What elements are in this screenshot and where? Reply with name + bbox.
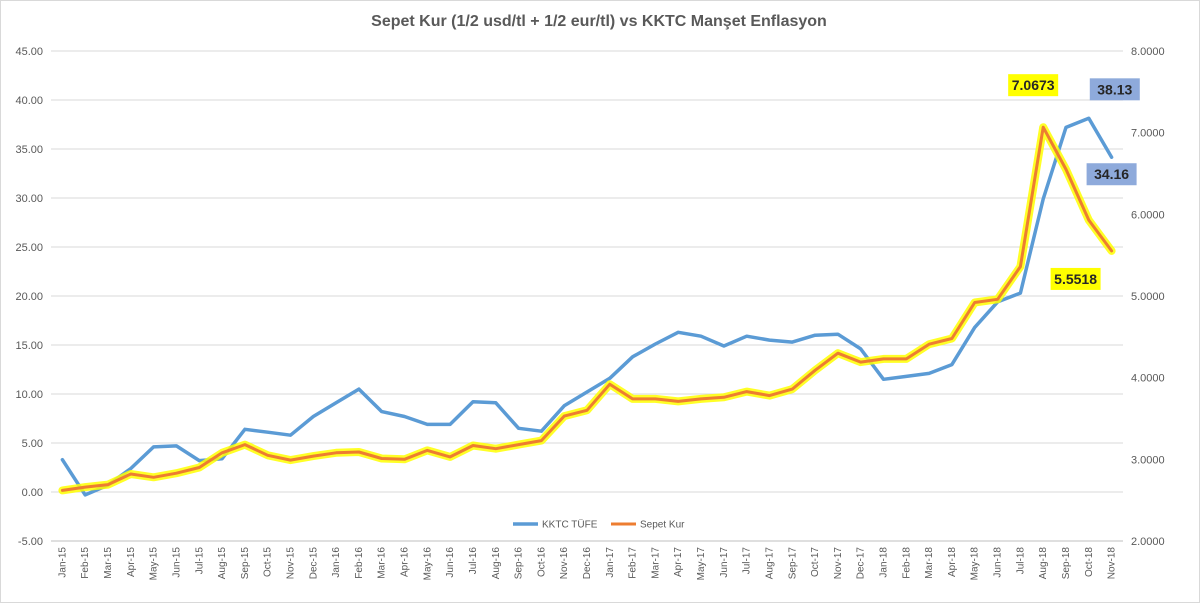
data-label-box	[1086, 163, 1137, 186]
x-tick-label: Jun-16	[445, 547, 456, 578]
legend-label-sepet-kur: Sepet Kur	[640, 520, 685, 531]
x-tick-label: Jul-15	[194, 547, 205, 575]
y-right-tick-label: 3.0000	[1131, 454, 1165, 466]
x-tick-label: Nov-18	[1107, 547, 1118, 580]
x-tick-label: Jul-18	[1015, 547, 1026, 575]
x-tick-label: Dec-16	[582, 547, 593, 580]
y-left-tick-label: 0.00	[22, 487, 43, 499]
y-right-tick-label: 8.0000	[1131, 46, 1165, 58]
x-tick-label: Aug-16	[491, 547, 502, 580]
x-tick-label: Apr-16	[400, 547, 411, 577]
x-tick-label: Apr-15	[126, 547, 137, 577]
x-tick-label: Sep-15	[240, 547, 251, 580]
x-tick-label: Nov-16	[559, 547, 570, 580]
series-layer	[58, 116, 1116, 497]
y-left-tick-label: 5.00	[22, 438, 43, 450]
data-label: 38.13	[1097, 81, 1132, 97]
x-tick-label: Sep-17	[787, 547, 798, 580]
legend-label-kktc-tufe: KKTC TÜFE	[542, 519, 598, 531]
y-left-tick-label: 30.00	[15, 193, 43, 205]
x-tick-label: Jun-18	[993, 547, 1004, 578]
legend: KKTC TÜFE Sepet Kur	[513, 519, 685, 531]
x-tick-label: Sep-18	[1061, 547, 1072, 580]
x-tick-label: Oct-17	[810, 547, 821, 577]
x-tick-label: Nov-17	[833, 547, 844, 580]
x-tick-label: Dec-15	[308, 547, 319, 580]
x-tick-label: Feb-17	[628, 547, 639, 579]
data-label-box	[1008, 74, 1059, 97]
y-right-tick-label: 6.0000	[1131, 209, 1165, 221]
grid-lines	[51, 50, 1123, 542]
x-tick-label: Aug-18	[1038, 547, 1049, 580]
x-tick-label: Feb-15	[80, 547, 91, 579]
x-tick-label: Apr-17	[673, 547, 684, 577]
x-tick-label: Dec-17	[856, 547, 867, 580]
y-left-tick-label: -5.00	[18, 536, 43, 548]
x-tick-label: Aug-15	[217, 547, 228, 580]
data-label-box	[1089, 78, 1140, 101]
x-tick-label: Mar-18	[924, 547, 935, 579]
x-tick-label: May-15	[149, 547, 160, 581]
x-tick-label: Jan-16	[331, 547, 342, 578]
y-left-tick-label: 25.00	[15, 242, 43, 254]
x-tick-label: Jul-16	[468, 547, 479, 575]
x-tick-label: Oct-15	[263, 547, 274, 577]
data-label: 7.0673	[1012, 77, 1055, 93]
x-tick-label: Mar-15	[103, 547, 114, 579]
data-label-box	[1050, 267, 1101, 290]
x-tick-label: May-16	[422, 547, 433, 581]
y-right-tick-label: 2.0000	[1131, 536, 1165, 548]
x-tick-label: Jun-15	[171, 547, 182, 578]
x-tick-label: Mar-17	[650, 547, 661, 579]
annotations: 7.0673 5.5518 38.13 34.16	[1008, 74, 1140, 290]
y-left-tick-label: 10.00	[15, 389, 43, 401]
data-label: 34.16	[1094, 166, 1129, 182]
series-line-sepet-kur	[60, 125, 1114, 492]
x-tick-label: Sep-16	[514, 547, 525, 580]
y-axis-left: -5.00 0.00 5.00 10.00 15.00 20.00 25.00 30.00 35…	[15, 46, 43, 548]
chart-title: Sepet Kur (1/2 usd/tl + 1/2 eur/tl) vs K…	[371, 13, 827, 30]
x-tick-label: Oct-16	[536, 547, 547, 577]
y-right-tick-label: 7.0000	[1131, 128, 1165, 140]
y-left-tick-label: 40.00	[15, 95, 43, 107]
x-tick-label: Apr-18	[947, 547, 958, 577]
x-tick-label: Jan-17	[605, 547, 616, 578]
y-left-tick-label: 20.00	[15, 291, 43, 303]
x-tick-label: Jul-17	[742, 547, 753, 575]
x-tick-label: Jan-18	[879, 547, 890, 578]
y-left-tick-label: 35.00	[15, 144, 43, 156]
y-left-tick-label: 45.00	[15, 46, 43, 58]
x-tick-label: Nov-15	[285, 547, 296, 580]
x-tick-label: May-17	[696, 547, 707, 581]
x-tick-label: Oct-18	[1084, 547, 1095, 577]
x-tick-label: Feb-18	[901, 547, 912, 579]
series-glow-sepet-kur	[58, 123, 1116, 495]
x-tick-label: Jan-15	[57, 547, 68, 578]
y-right-tick-label: 4.0000	[1131, 373, 1165, 385]
x-tick-label: Feb-16	[354, 547, 365, 579]
y-left-tick-label: 15.00	[15, 340, 43, 352]
y-right-tick-label: 5.0000	[1131, 291, 1165, 303]
x-axis: Jan-15 Feb-15 Mar-15 Apr-15 May-15 Jun-15 Jul-…	[51, 540, 1123, 581]
x-tick-label: Jun-17	[719, 547, 730, 578]
y-axis-right: 2.0000 3.0000 4.0000 5.0000 6.0000 7.0000 8.00…	[1131, 46, 1165, 548]
data-label: 5.5518	[1054, 271, 1097, 287]
series-line-kktc-tufe	[60, 116, 1114, 497]
x-tick-label: May-18	[970, 547, 981, 581]
x-tick-label: Aug-17	[764, 547, 775, 580]
x-tick-label: Mar-16	[377, 547, 388, 579]
